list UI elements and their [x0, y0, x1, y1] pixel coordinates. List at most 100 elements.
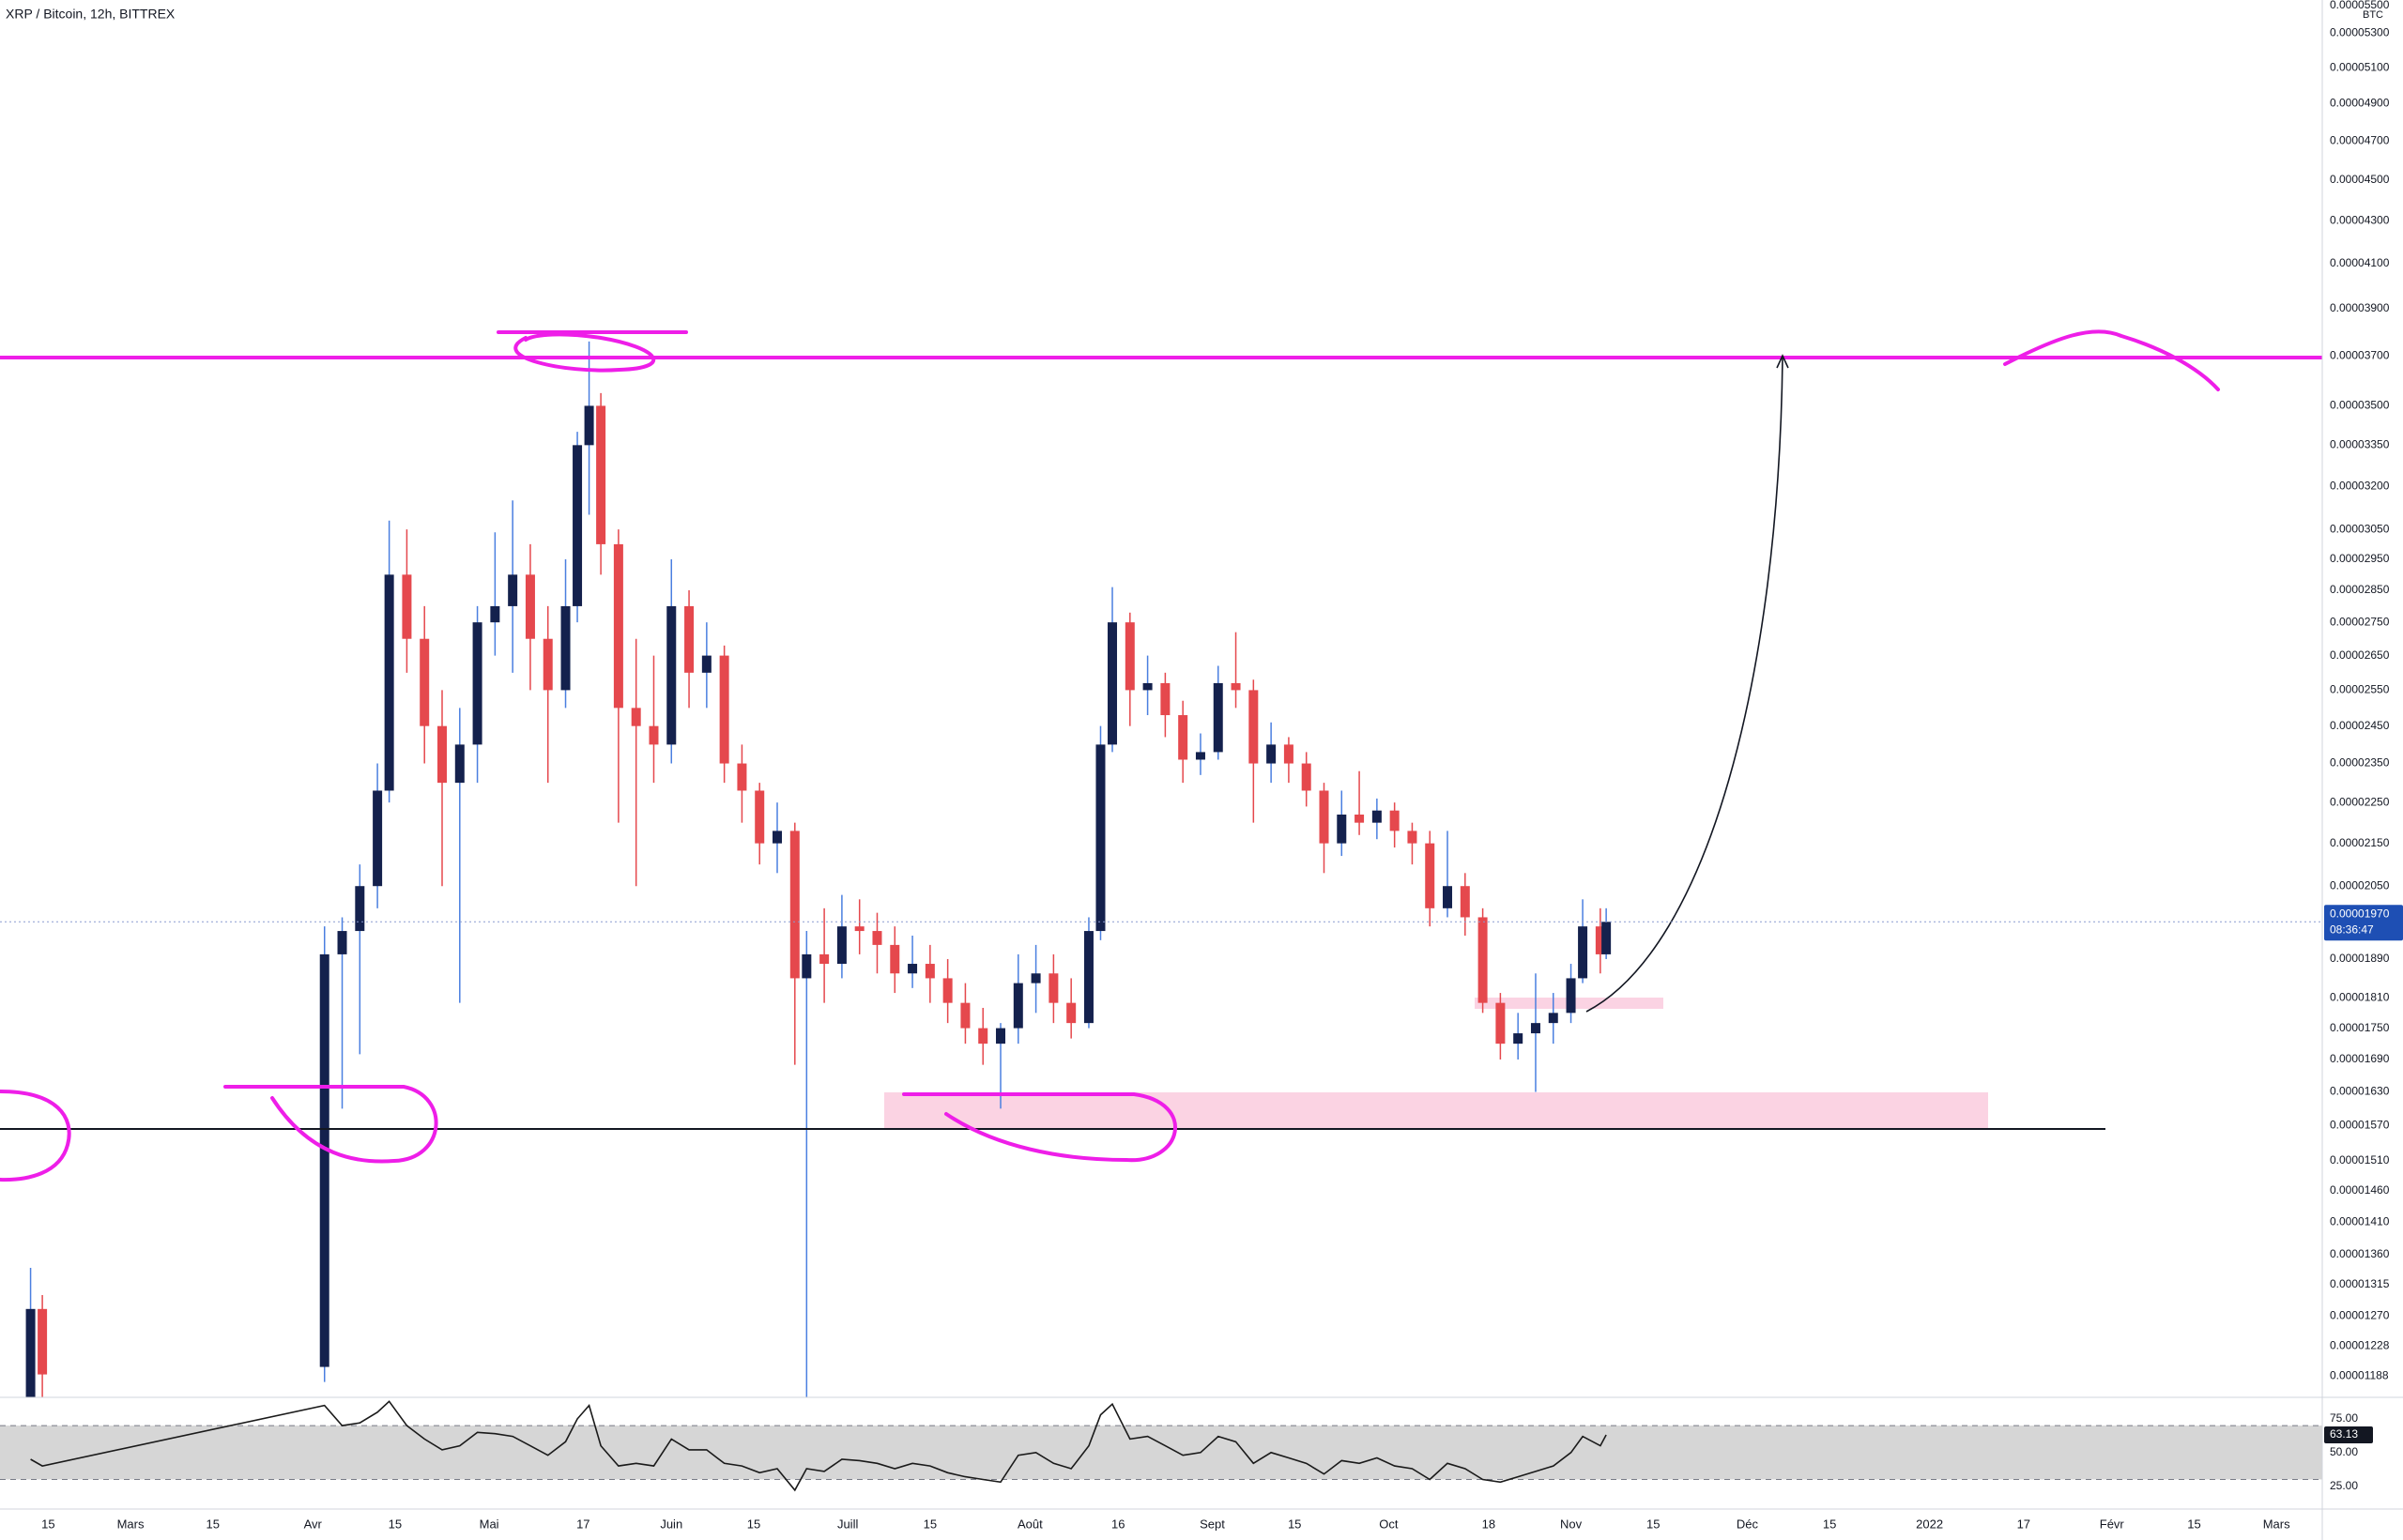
candle-body — [508, 574, 518, 606]
scribble — [0, 1090, 71, 1182]
candle-body — [1248, 690, 1259, 764]
y-tick-label: 0.00002050 — [2330, 878, 2390, 892]
x-tick-label: Févr — [2100, 1517, 2125, 1531]
rsi-value-label: 63.13 — [2330, 1427, 2358, 1441]
candle-body — [1066, 1002, 1077, 1024]
candle-body — [1548, 1013, 1558, 1024]
candle-body — [384, 574, 394, 791]
y-tick-label: 0.00001810 — [2330, 991, 2390, 1004]
y-tick-label: 0.00003500 — [2330, 399, 2390, 412]
candle-body — [854, 926, 865, 932]
candle-body — [420, 638, 430, 726]
candle-body — [1108, 622, 1118, 745]
candle-body — [319, 953, 329, 1367]
x-tick-label: 17 — [2017, 1517, 2030, 1531]
y-tick-label: 0.00004300 — [2330, 214, 2390, 227]
candle-body — [472, 622, 482, 745]
x-tick-label: 15 — [2187, 1517, 2200, 1531]
x-tick-label: Juin — [660, 1517, 682, 1531]
x-tick-label: 15 — [389, 1517, 402, 1531]
x-tick-label: 15 — [1646, 1517, 1660, 1531]
y-tick-label: 0.00001460 — [2330, 1183, 2390, 1197]
candle-body — [1013, 983, 1023, 1029]
x-tick-label: 18 — [1482, 1517, 1495, 1531]
candle-body — [908, 964, 918, 974]
y-tick-label: 0.00003200 — [2330, 479, 2390, 492]
candle-body — [525, 574, 535, 639]
candle-body — [1142, 682, 1153, 691]
x-tick-label: 15 — [1288, 1517, 1301, 1531]
candle-body — [1319, 790, 1329, 844]
chart-title: XRP / Bitcoin, 12h, BITTREX — [6, 7, 176, 22]
y-tick-label: 0.00001188 — [2330, 1368, 2389, 1381]
x-tick-label: Mars — [2263, 1517, 2290, 1531]
y-tick-label: 0.00002250 — [2330, 795, 2390, 808]
candle-body — [402, 574, 412, 639]
y-tick-label: 0.00001360 — [2330, 1247, 2390, 1260]
candle-body — [996, 1028, 1006, 1044]
candle-body — [1195, 752, 1205, 760]
candle-body — [573, 445, 583, 606]
x-tick-label: Sept — [1200, 1517, 1225, 1531]
candle-body — [355, 886, 365, 932]
y-tick-label: 0.00002850 — [2330, 583, 2390, 596]
rsi-band — [0, 1426, 2322, 1480]
candle-body — [337, 931, 347, 954]
candle-body — [1083, 931, 1094, 1024]
candle-body — [773, 831, 783, 844]
y-tick-label: 0.00001510 — [2330, 1153, 2390, 1166]
y-tick-label: 0.00002150 — [2330, 836, 2390, 849]
price-label-box — [2324, 905, 2403, 941]
y-tick-label: 0.00001630 — [2330, 1085, 2390, 1098]
candle-body — [613, 543, 623, 709]
y-tick-label: 0.00004900 — [2330, 97, 2390, 110]
candle-body — [1301, 763, 1311, 791]
y-tick-label: 0.00001315 — [2330, 1277, 2390, 1290]
rsi-tick-label: 75.00 — [2330, 1411, 2358, 1425]
x-tick-label: 15 — [1823, 1517, 1836, 1531]
y-tick-label: 0.00004500 — [2330, 173, 2390, 186]
candle-body — [737, 763, 747, 791]
x-tick-label: 16 — [1111, 1517, 1125, 1531]
x-tick-label: Juill — [837, 1517, 859, 1531]
candle-body — [819, 953, 830, 965]
candle-body — [960, 1002, 971, 1029]
y-tick-label: 0.00003350 — [2330, 438, 2390, 451]
candle-body — [1095, 744, 1106, 932]
y-tick-label: 0.00001890 — [2330, 952, 2390, 965]
y-tick-label: 0.00001410 — [2330, 1214, 2390, 1227]
candle-body — [373, 790, 383, 887]
support-zone — [884, 1092, 1988, 1129]
y-tick-label: 0.00003900 — [2330, 301, 2390, 314]
candle-body — [1031, 973, 1041, 983]
y-tick-label: 0.00001570 — [2330, 1119, 2390, 1132]
x-tick-label: Avr — [304, 1517, 323, 1531]
candle-body — [836, 926, 847, 965]
y-tick-label: 0.00001690 — [2330, 1052, 2390, 1065]
x-tick-label: 15 — [924, 1517, 937, 1531]
y-tick-label: 0.00001750 — [2330, 1021, 2390, 1034]
candle-body — [1389, 810, 1400, 831]
candle-body — [649, 725, 659, 745]
y-tick-label: 0.00004100 — [2330, 256, 2390, 269]
candle-body — [38, 1308, 48, 1375]
candle-body — [436, 725, 447, 784]
candle-body — [1425, 843, 1435, 908]
y-tick-label: 0.00005100 — [2330, 60, 2390, 73]
y-tick-label: 0.00004700 — [2330, 134, 2390, 147]
x-tick-label: Mai — [480, 1517, 499, 1531]
y-tick-label: 0.00005500 — [2330, 0, 2390, 11]
y-tick-label: 0.00003700 — [2330, 348, 2390, 361]
candle-body — [872, 931, 882, 945]
rsi-value-box — [2324, 1426, 2373, 1443]
candle-body — [1283, 744, 1293, 764]
candle-body — [1125, 622, 1135, 691]
rsi-tick-label: 25.00 — [2330, 1479, 2358, 1492]
candle-body — [755, 790, 765, 844]
candle-body — [1530, 1023, 1540, 1034]
countdown: 08:36:47 — [2330, 922, 2374, 936]
price-label: 0.00001970 — [2330, 907, 2390, 920]
candle-body — [978, 1028, 988, 1044]
